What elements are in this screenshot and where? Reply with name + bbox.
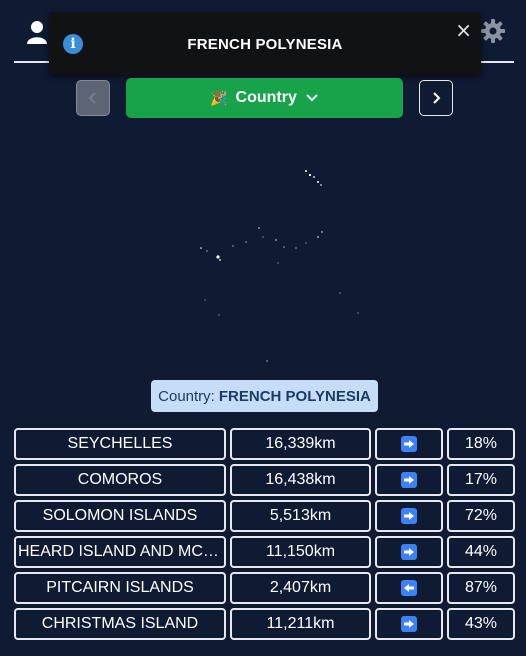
guess-row: HEARD ISLAND AND MCDONALD ISLANDS 11,150… <box>14 536 515 568</box>
arrow-left-icon <box>401 580 417 596</box>
arrow-right-icon <box>401 472 417 488</box>
chevron-left-icon <box>87 91 99 105</box>
arrow-right-icon <box>401 544 417 560</box>
party-popper-icon: 🎉 <box>210 90 227 107</box>
guess-distance: 16,438km <box>230 464 371 496</box>
mode-label: Country <box>236 89 297 107</box>
next-button[interactable] <box>419 80 453 116</box>
arrow-right-icon <box>401 508 417 524</box>
mode-select-button[interactable]: 🎉 Country <box>126 78 403 118</box>
guess-country-name: HEARD ISLAND AND MCDONALD ISLANDS <box>14 536 226 568</box>
country-map <box>0 125 526 375</box>
toast-message: FRENCH POLYNESIA <box>49 36 481 53</box>
guess-proximity: 87% <box>447 572 515 604</box>
country-label-name: FRENCH POLYNESIA <box>219 388 371 405</box>
guess-row: PITCAIRN ISLANDS 2,407km 87% <box>14 572 515 604</box>
guess-row: SOLOMON ISLANDS 5,513km 72% <box>14 500 515 532</box>
country-label-prefix: Country: <box>158 388 215 405</box>
chevron-down-icon <box>305 93 319 103</box>
guess-proximity: 18% <box>447 428 515 460</box>
guess-proximity: 72% <box>447 500 515 532</box>
arrow-right-icon <box>401 616 417 632</box>
guess-proximity: 43% <box>447 608 515 640</box>
guess-direction <box>375 500 443 532</box>
guess-direction <box>375 572 443 604</box>
chevron-right-icon <box>430 91 442 105</box>
gear-icon[interactable] <box>481 19 505 43</box>
guess-proximity: 44% <box>447 536 515 568</box>
guess-country-name: CHRISTMAS ISLAND <box>14 608 226 640</box>
guess-list: SEYCHELLES 16,339km 18% COMOROS 16,438km… <box>14 428 515 644</box>
close-button[interactable]: × <box>455 18 472 42</box>
guess-distance: 11,150km <box>230 536 371 568</box>
guess-row: COMOROS 16,438km 17% <box>14 464 515 496</box>
guess-country-name: PITCAIRN ISLANDS <box>14 572 226 604</box>
country-label: Country: FRENCH POLYNESIA <box>151 380 378 412</box>
guess-row: SEYCHELLES 16,339km 18% <box>14 428 515 460</box>
guess-distance: 11,211km <box>230 608 371 640</box>
guess-direction <box>375 428 443 460</box>
guess-direction <box>375 536 443 568</box>
guess-distance: 5,513km <box>230 500 371 532</box>
guess-direction <box>375 464 443 496</box>
user-icon[interactable] <box>26 20 48 44</box>
guess-distance: 16,339km <box>230 428 371 460</box>
guess-row: CHRISTMAS ISLAND 11,211km 43% <box>14 608 515 640</box>
guess-country-name: COMOROS <box>14 464 226 496</box>
guess-direction <box>375 608 443 640</box>
guess-country-name: SEYCHELLES <box>14 428 226 460</box>
previous-button[interactable] <box>76 80 110 116</box>
arrow-right-icon <box>401 436 417 452</box>
guess-proximity: 17% <box>447 464 515 496</box>
guess-distance: 2,407km <box>230 572 371 604</box>
guess-country-name: SOLOMON ISLANDS <box>14 500 226 532</box>
notification-toast: i FRENCH POLYNESIA × <box>49 12 481 75</box>
